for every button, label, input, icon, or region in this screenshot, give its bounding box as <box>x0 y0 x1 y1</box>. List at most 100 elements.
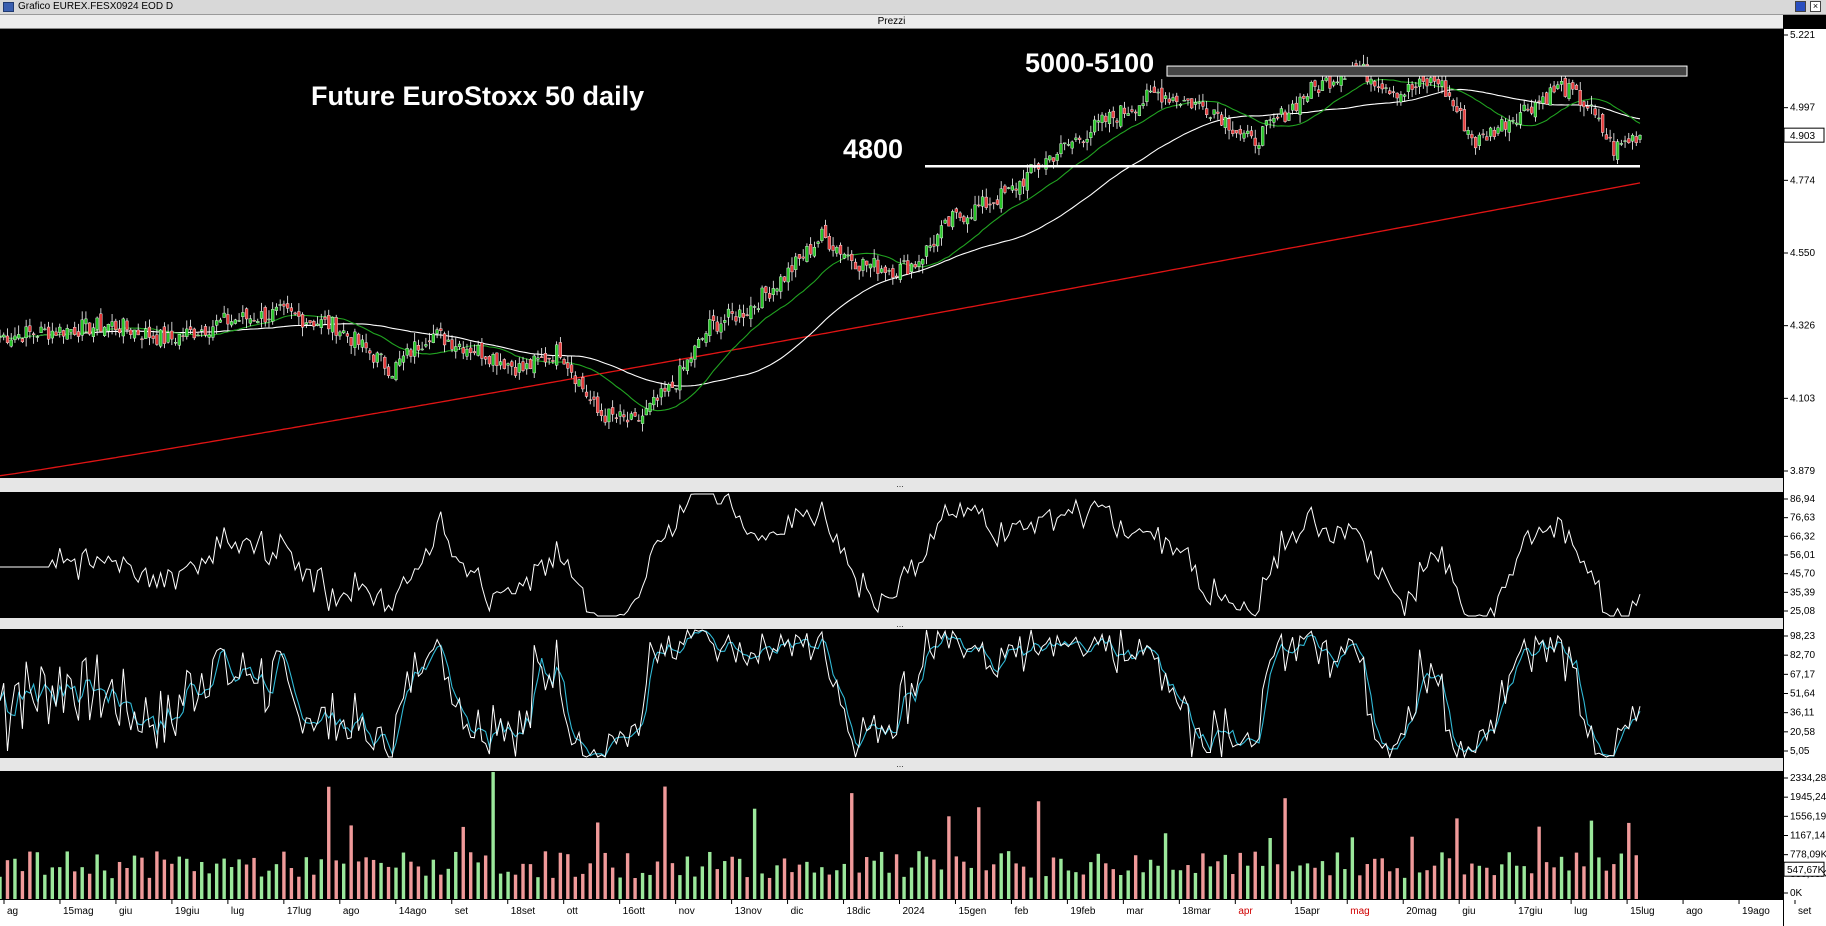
candle-body <box>521 361 525 371</box>
candle-body <box>894 275 899 278</box>
candle-body <box>1014 188 1018 191</box>
candle-body <box>1063 142 1067 145</box>
volume-bar <box>1485 867 1489 899</box>
time-tick-label: giu <box>119 906 132 917</box>
panel-divider <box>0 758 1783 771</box>
candle-body <box>173 341 178 344</box>
level-5000-5100-box <box>1166 65 1688 77</box>
candle-body <box>200 329 204 332</box>
candle-body <box>248 318 252 324</box>
candle-body <box>495 352 499 366</box>
volume-bar <box>252 857 256 899</box>
candle-body <box>218 319 223 323</box>
volume-bar <box>1373 858 1377 899</box>
candle-body <box>274 306 279 311</box>
candle-body <box>491 354 495 366</box>
candle-body <box>230 321 234 326</box>
time-tick-label: feb <box>1014 906 1028 917</box>
volume-bar <box>1335 852 1340 899</box>
price-tick-label: 3.879 <box>1790 466 1815 477</box>
candle-body <box>1268 119 1272 121</box>
volume-tick-label: 0K <box>1790 888 1803 899</box>
volume-bar <box>1163 833 1168 899</box>
candle-body <box>1630 134 1635 142</box>
candle-body <box>1339 75 1343 86</box>
candle-body <box>637 420 641 422</box>
candle-body <box>1481 133 1485 136</box>
candle-body <box>626 419 630 423</box>
volume-bar <box>1014 863 1018 899</box>
volume-bar <box>259 876 264 899</box>
candle-body <box>812 246 816 257</box>
candle-body <box>1070 141 1074 149</box>
candle-body <box>435 329 439 334</box>
candle-body <box>308 320 312 324</box>
volume-bar <box>805 861 809 899</box>
candle-body <box>1018 181 1022 195</box>
candle-body <box>476 344 480 356</box>
candle-body <box>1589 104 1594 107</box>
candle-body <box>39 326 43 333</box>
volume-bar <box>1492 875 1497 899</box>
volume-bar <box>782 858 787 899</box>
rsi-panel[interactable] <box>0 493 1641 618</box>
candle-body <box>861 259 865 271</box>
volume-bar <box>125 867 129 899</box>
volume-bar <box>984 870 988 899</box>
candle-body <box>711 315 716 321</box>
candle-body <box>20 338 25 343</box>
candle-body <box>241 312 245 318</box>
candle-body <box>203 326 208 336</box>
close-icon[interactable]: × <box>1810 1 1821 12</box>
candle-body <box>472 351 477 354</box>
price-panel[interactable] <box>0 54 1688 477</box>
candle-body <box>1119 105 1123 127</box>
volume-bar <box>1320 861 1325 899</box>
candle-body <box>547 357 551 360</box>
candle-body <box>1462 109 1467 132</box>
app-icon <box>3 2 14 12</box>
volume-bar <box>58 867 62 899</box>
minimize-icon[interactable] <box>1795 1 1806 12</box>
candle-body <box>106 324 110 332</box>
volume-bar <box>1350 837 1355 899</box>
candle-body <box>850 253 854 261</box>
candle-body <box>1223 117 1227 128</box>
volume-bar <box>745 877 749 899</box>
time-tick-label: giu <box>1462 906 1475 917</box>
candle-body <box>1537 100 1541 103</box>
candle-body <box>599 410 604 416</box>
candle-body <box>1395 92 1399 99</box>
volume-bar <box>491 772 495 899</box>
volume-bar <box>73 871 77 899</box>
candle-body <box>969 217 973 219</box>
panel-divider <box>0 478 1783 492</box>
volume-bar <box>992 864 996 899</box>
volume-bar <box>551 877 555 899</box>
window-title: Grafico EUREX.FESX0924 EOD D <box>18 1 174 12</box>
candle-body <box>577 379 581 387</box>
volume-bar <box>1388 871 1392 899</box>
candle-body <box>312 321 316 327</box>
candle-body <box>13 335 17 341</box>
candle-body <box>1081 141 1085 143</box>
candle-body <box>80 319 84 336</box>
stochastic-panel[interactable] <box>0 628 1641 759</box>
candle-body <box>1287 112 1291 121</box>
volume-bar <box>1402 877 1407 899</box>
volume-bar <box>1081 874 1086 899</box>
volume-bar <box>1104 863 1108 899</box>
volume-bar <box>0 876 2 899</box>
volume-panel[interactable] <box>0 772 1638 899</box>
volume-bar <box>708 851 712 899</box>
candle-body <box>484 356 488 360</box>
candle-body <box>364 342 368 349</box>
volume-bar <box>887 872 891 899</box>
candle-body <box>809 244 813 255</box>
candle-body <box>682 367 686 370</box>
candle-body <box>569 364 574 373</box>
candle-body <box>786 267 790 283</box>
candle-body <box>753 306 757 308</box>
level-high-label: 5000-5100 <box>1025 48 1154 78</box>
